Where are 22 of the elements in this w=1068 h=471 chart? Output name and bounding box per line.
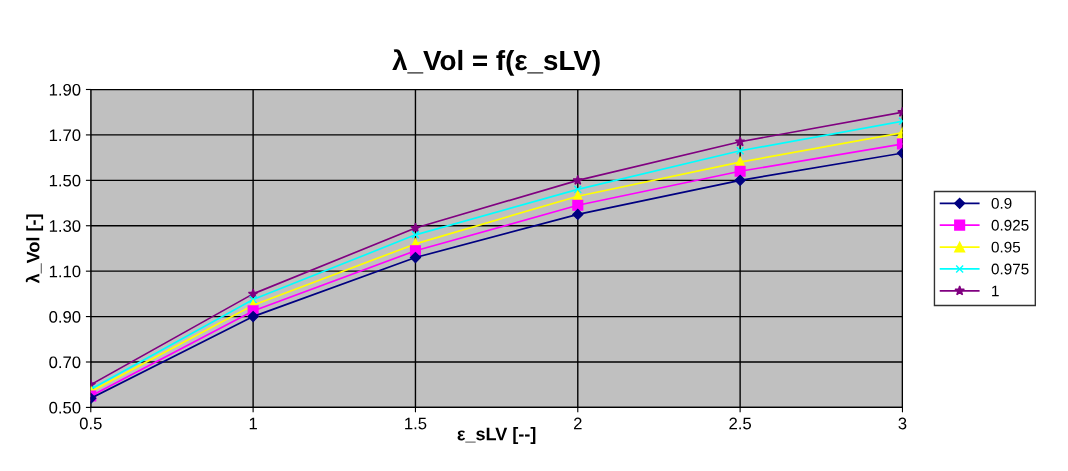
x-tick-label: 2.5 [729,417,752,430]
legend-label: 1 [992,285,999,297]
y-tick-label: 1.70 [49,129,81,142]
x-axis-title: ε_sLV [--] [457,427,536,444]
x-tick-label: 1.5 [405,417,427,430]
y-tick-label: 1.50 [49,174,81,187]
y-tick-label: 0.50 [49,401,81,414]
y-tick-label: 1.90 [49,83,81,96]
x-tick-label: 2 [573,417,582,430]
x-tick-label: 1 [249,417,257,430]
x-tick-label: 0.5 [79,417,102,430]
y-axis-title: λ_Vol [-] [25,214,44,284]
y-tick-label: 0.70 [49,356,81,369]
y-tick-label: 1.10 [49,265,81,278]
x-tick-label: 3 [898,417,907,430]
legend-label: 0.9 [991,197,1012,209]
chart-title: λ_Vol = f(ε_sLV) [392,49,600,76]
legend-label: 0.975 [991,263,1029,275]
y-tick-label: 1.30 [49,220,81,232]
y-tick-label: 0.90 [49,310,81,323]
legend-label: 0.925 [991,219,1029,231]
legend-label: 0.95 [991,241,1021,253]
